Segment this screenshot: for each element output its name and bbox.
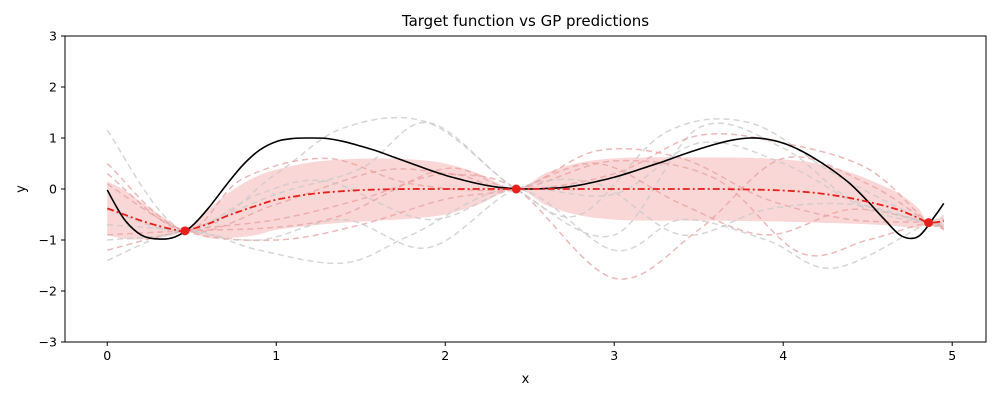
gp-sample-line-8: [106, 157, 945, 257]
observation-point-1: [180, 226, 190, 236]
x-tick-label-5: 5: [948, 348, 956, 363]
gp-sample-line-9: [107, 178, 944, 249]
y-tick-label--3: −3: [39, 335, 57, 350]
y-tick-label-2: 2: [49, 80, 57, 95]
x-tick-label-0: 0: [103, 348, 111, 363]
x-tick-label-4: 4: [779, 348, 787, 363]
gp-sample-line-2: [106, 116, 944, 233]
axes: 0 1 2 3 4 5 −3 −2 −1 0 1 2 3: [39, 29, 957, 364]
y-tick-label--1: −1: [39, 233, 57, 248]
gp-sample-line-1: [106, 156, 945, 280]
y-axis-label: y: [14, 185, 29, 193]
plot-area: [106, 116, 945, 280]
y-tick-label-0: 0: [49, 182, 57, 197]
gp-sample-line-4: [107, 147, 945, 251]
observation-point-2: [511, 184, 521, 194]
y-tick-label--2: −2: [39, 284, 57, 299]
gp-mean-line: [106, 188, 944, 233]
x-axis-label: x: [522, 372, 530, 387]
gp-sample-line-7: [107, 121, 944, 241]
observation-point-3: [924, 218, 934, 228]
x-tick-label-1: 1: [272, 348, 280, 363]
y-tick-label-1: 1: [49, 131, 57, 146]
gp-sample-line-10: [107, 133, 945, 236]
y-tick-label-3: 3: [49, 29, 57, 44]
x-tick-label-3: 3: [610, 348, 618, 363]
gp-sample-line-5: [107, 141, 944, 232]
confidence-band: [107, 157, 944, 240]
chart-title: Target function vs GP predictions: [401, 12, 649, 30]
x-tick-label-2: 2: [441, 348, 449, 363]
gp-sample-line-6: [106, 162, 945, 242]
gp-sample-line-3: [106, 188, 944, 269]
